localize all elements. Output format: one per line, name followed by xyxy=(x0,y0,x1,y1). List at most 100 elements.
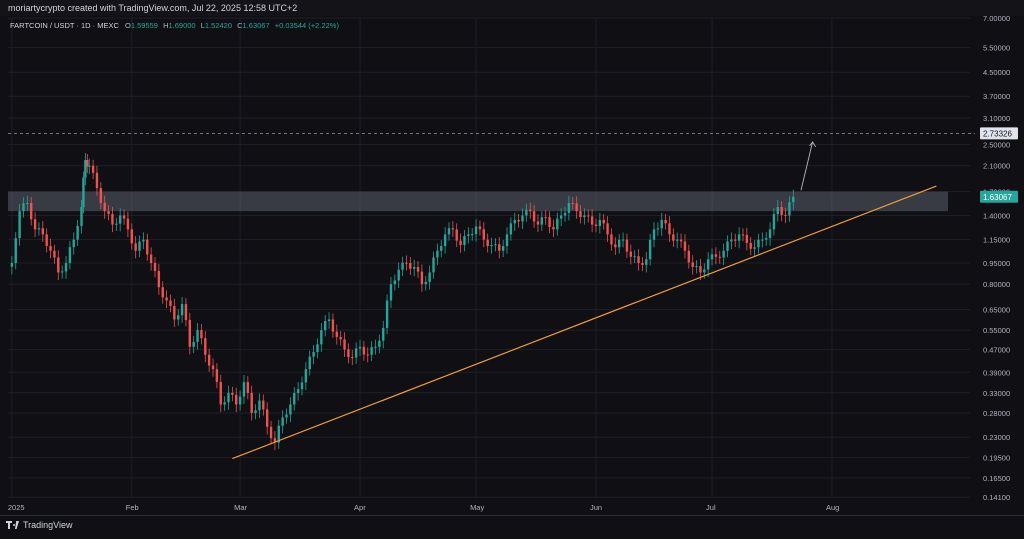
candle-body xyxy=(563,212,567,216)
y-tick-label: 0.33000 xyxy=(983,389,1010,398)
tradingview-logo[interactable]: TradingView xyxy=(6,520,73,530)
candle-body xyxy=(196,330,199,342)
candle-body xyxy=(617,239,621,248)
candle-body xyxy=(416,266,420,272)
time-axis[interactable]: 2025 Feb Mar Apr May Jun Jul Aug xyxy=(8,503,839,512)
candle-body xyxy=(134,243,137,251)
candle-body xyxy=(293,392,296,405)
candle-body xyxy=(559,215,563,219)
candle-body xyxy=(749,242,752,249)
low-label: L xyxy=(200,21,205,30)
reference-price-tag xyxy=(980,127,1018,140)
symbol-label[interactable]: FARTCOIN / USDT · 1D · MEXC xyxy=(10,21,119,30)
candle-body xyxy=(706,259,710,270)
candle-body xyxy=(308,356,311,370)
y-tick-label: 0.47000 xyxy=(983,345,1010,354)
candle-body xyxy=(532,211,536,222)
candle-body xyxy=(687,250,691,263)
candle-body xyxy=(296,389,300,393)
candle-body xyxy=(741,234,745,236)
candle-body xyxy=(138,241,141,251)
candle-body xyxy=(60,271,64,273)
candle-body xyxy=(788,202,791,216)
candle-body xyxy=(86,160,89,167)
candle-body xyxy=(354,348,358,358)
candle-body xyxy=(41,228,45,235)
y-tick-label: 0.55000 xyxy=(983,326,1010,335)
candle-body xyxy=(544,217,547,219)
candle-body xyxy=(509,223,513,235)
candle-body xyxy=(277,425,280,443)
creator-line: moriartycrypto created with TradingView.… xyxy=(8,3,298,13)
candle-body xyxy=(536,221,540,225)
candle-body xyxy=(331,319,335,332)
trendline xyxy=(232,185,937,460)
y-tick-label: 4.50000 xyxy=(983,68,1010,77)
candle-body xyxy=(501,246,505,251)
current-price-tag xyxy=(980,190,1018,203)
candle-body xyxy=(672,234,675,241)
candle-body xyxy=(312,352,315,357)
candle-body xyxy=(49,246,52,251)
candle-body xyxy=(316,344,319,353)
tradingview-logo-icon xyxy=(6,521,20,529)
candle-body xyxy=(664,219,667,224)
candle-body xyxy=(521,215,524,222)
candle-body xyxy=(745,234,749,243)
x-tick-label: Aug xyxy=(826,503,839,512)
candle-body xyxy=(374,346,377,348)
candle-body xyxy=(784,214,787,216)
candle-body xyxy=(53,250,56,258)
reference-price-label: 2.73326 xyxy=(983,129,1012,138)
ohlc-legend: FARTCOIN / USDT · 1D · MEXC O1.59559 H1.… xyxy=(10,21,339,30)
candle-body xyxy=(157,270,161,288)
candle-body xyxy=(64,263,68,272)
candle-body xyxy=(734,239,737,241)
candle-body xyxy=(192,341,195,347)
close-label: C xyxy=(237,21,243,30)
candle-body xyxy=(269,426,273,439)
y-tick-label: 2.50000 xyxy=(983,140,1010,149)
candle-body xyxy=(486,239,489,247)
price-axis[interactable]: 7.00000 5.50000 4.50000 3.70000 3.10000 2.500… xyxy=(983,14,1010,502)
candle-body xyxy=(300,382,304,390)
support-trendline xyxy=(232,185,937,460)
candle-body xyxy=(382,327,385,341)
candle-body xyxy=(637,256,640,264)
header-bar xyxy=(0,0,1024,16)
candle-body xyxy=(556,218,559,230)
candle-body xyxy=(648,239,652,260)
candle-body xyxy=(130,229,133,244)
candle-body xyxy=(10,263,14,267)
candle-body xyxy=(656,228,660,230)
candle-body xyxy=(764,238,768,240)
candle-body xyxy=(768,229,772,239)
candle-body xyxy=(84,160,87,178)
y-tick-label: 0.19500 xyxy=(983,453,1010,462)
candle-body xyxy=(478,226,482,230)
candle-body xyxy=(246,382,250,393)
candle-body xyxy=(420,271,424,285)
candle-body xyxy=(409,263,412,269)
candle-body xyxy=(780,207,783,215)
candle-body xyxy=(146,239,149,255)
candle-body xyxy=(343,339,346,350)
candle-body xyxy=(118,215,122,224)
candle-body xyxy=(525,209,528,216)
candle-body xyxy=(606,223,609,235)
candle-body xyxy=(679,239,683,242)
candle-body xyxy=(432,257,435,273)
candle-body xyxy=(238,396,242,405)
x-tick-label: Mar xyxy=(234,503,247,512)
candle-body xyxy=(207,354,211,366)
candle-body xyxy=(254,410,257,413)
candle-body xyxy=(645,259,648,265)
candle-body xyxy=(231,392,234,395)
close-value: 1.63067 xyxy=(242,21,270,30)
candle-body xyxy=(676,239,679,241)
candle-body xyxy=(219,381,222,405)
candle-body xyxy=(498,244,501,251)
candle-body xyxy=(258,400,261,411)
candle-body xyxy=(590,216,594,225)
